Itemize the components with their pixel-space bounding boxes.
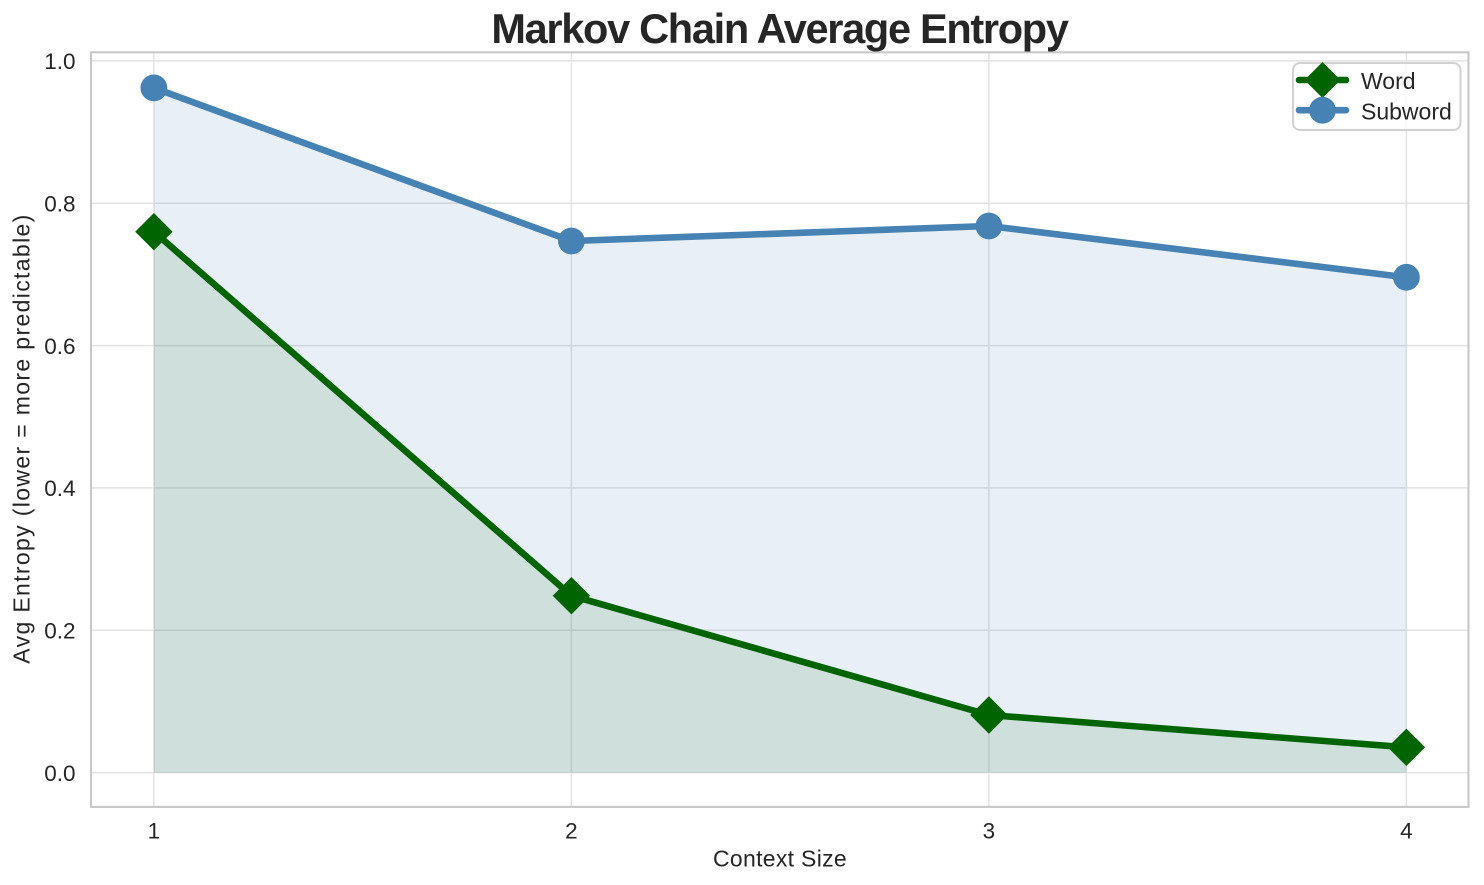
svg-text:Word: Word (1361, 68, 1416, 94)
svg-text:3: 3 (983, 818, 996, 843)
svg-text:2: 2 (565, 818, 578, 843)
svg-text:4: 4 (1400, 818, 1413, 843)
svg-text:Avg Entropy (lower = more pred: Avg Entropy (lower = more predictable) (9, 213, 35, 663)
svg-text:1: 1 (148, 818, 161, 843)
svg-text:0.4: 0.4 (44, 476, 75, 501)
svg-text:0.8: 0.8 (44, 191, 75, 216)
svg-text:Context Size: Context Size (713, 846, 847, 872)
svg-text:Subword: Subword (1361, 98, 1452, 124)
svg-text:Markov Chain Average Entropy: Markov Chain Average Entropy (491, 5, 1068, 52)
svg-text:0.2: 0.2 (44, 619, 75, 644)
svg-text:0.6: 0.6 (44, 334, 75, 359)
svg-text:0.0: 0.0 (44, 761, 75, 786)
svg-text:1.0: 1.0 (44, 49, 75, 74)
